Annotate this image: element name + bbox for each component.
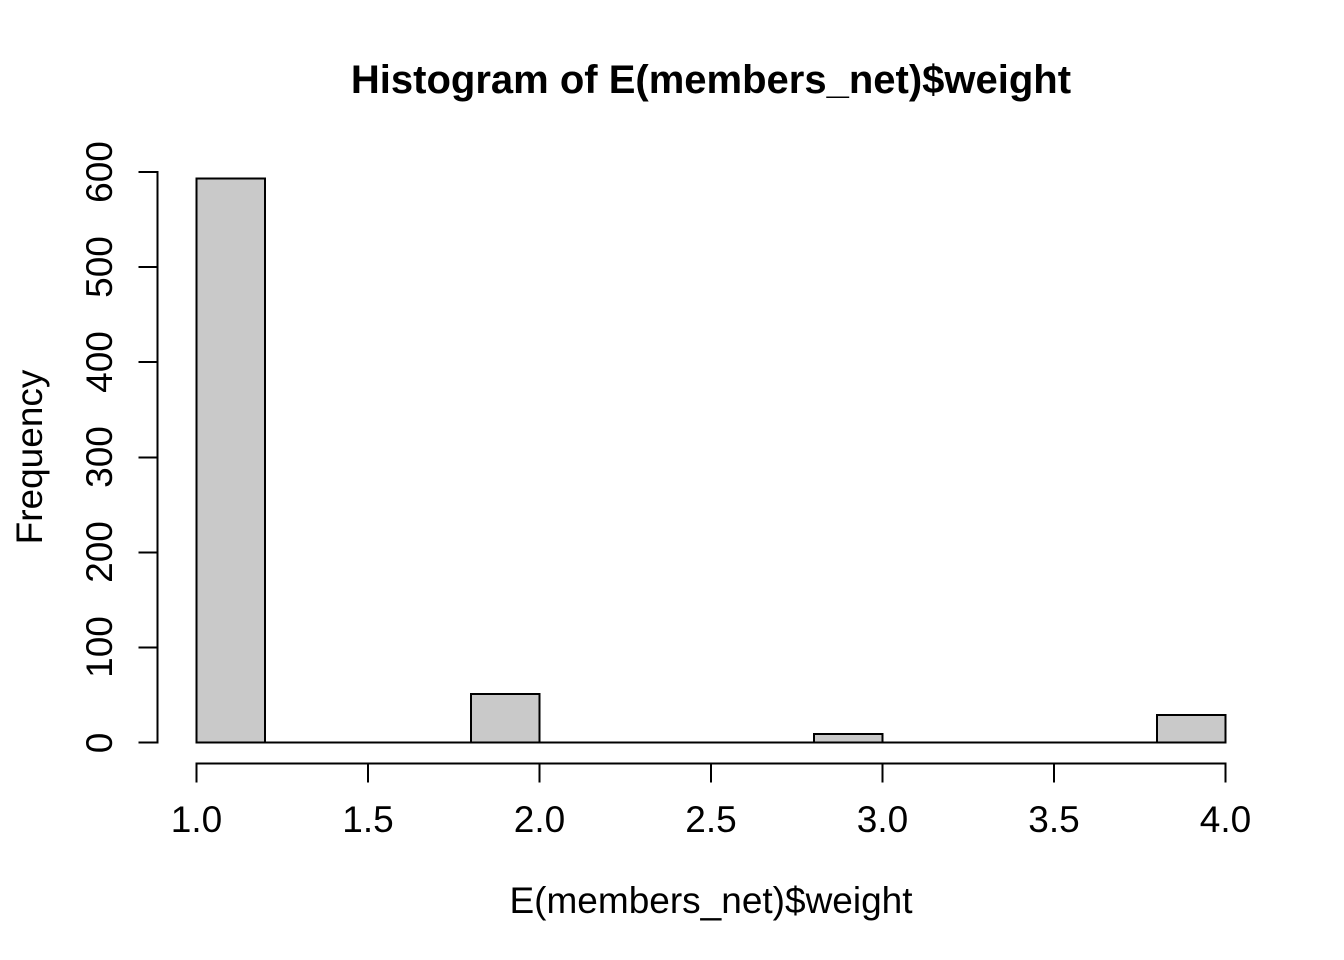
- histogram-bar: [812, 732, 884, 744]
- y-tick-label: 0: [79, 732, 120, 753]
- x-axis-title: E(members_net)$weight: [509, 880, 913, 921]
- y-tick-label: 600: [79, 141, 120, 203]
- chart-title: Histogram of E(members_net)$weight: [350, 58, 1072, 102]
- x-tick-label: 2.0: [513, 799, 566, 840]
- x-tick-label: 1.5: [342, 799, 394, 840]
- y-tick-label: 100: [79, 616, 120, 679]
- y-axis-title: Frequency: [9, 369, 50, 545]
- y-tick-label: 200: [79, 521, 120, 584]
- x-tick-label: 4.0: [1199, 799, 1252, 840]
- x-tick-label: 3.5: [1028, 799, 1080, 840]
- y-tick-label: 400: [79, 331, 120, 394]
- histogram-bar: [469, 693, 541, 744]
- x-tick-label: 1.0: [170, 799, 223, 840]
- y-tick-label: 500: [79, 236, 120, 298]
- histogram-bar: [1155, 713, 1227, 744]
- histogram-bar: [195, 177, 267, 744]
- x-tick-label: 2.5: [685, 799, 737, 840]
- x-tick-label: 3.0: [856, 799, 909, 840]
- y-tick-label: 300: [79, 426, 120, 489]
